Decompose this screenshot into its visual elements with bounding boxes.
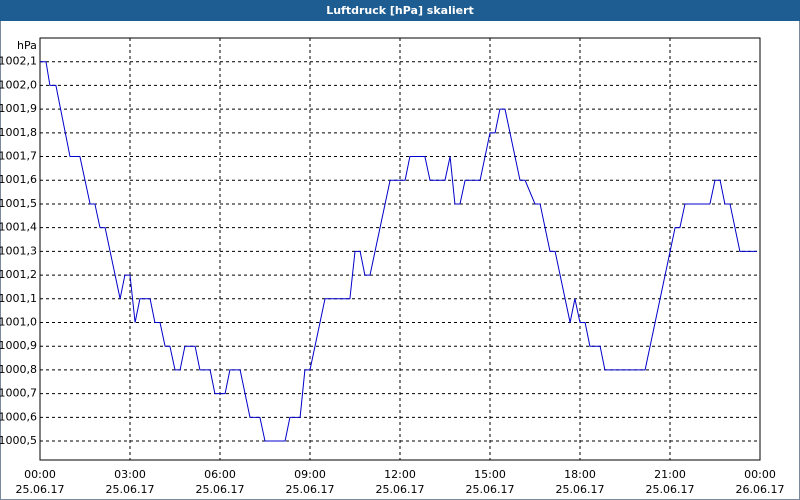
- x-tick-date: 25.06.17: [376, 483, 425, 496]
- x-tick-date: 25.06.17: [286, 483, 335, 496]
- x-tick-label: 15:00: [474, 468, 506, 481]
- data-line: [40, 61, 757, 442]
- x-tick-date: 25.06.17: [646, 483, 695, 496]
- y-tick-label: 1002,1: [0, 55, 37, 68]
- y-tick-label: 1000,8: [0, 363, 37, 376]
- x-tick-date: 25.06.17: [466, 483, 515, 496]
- y-tick-label: 1001,5: [0, 197, 37, 210]
- y-tick-label: 1001,1: [0, 292, 37, 305]
- x-tick-date: 25.06.17: [556, 483, 605, 496]
- y-tick-label: 1001,4: [0, 221, 37, 234]
- chart-title: Luftdruck [hPa] skaliert: [326, 4, 474, 17]
- x-tick-date: 25.06.17: [106, 483, 155, 496]
- x-tick-label: 06:00: [204, 468, 236, 481]
- x-tick-date: 25.06.17: [16, 483, 65, 496]
- y-tick-label: 1001,8: [0, 126, 37, 139]
- x-tick-label: 00:00: [744, 468, 776, 481]
- y-tick-label: 1001,3: [0, 244, 37, 257]
- x-tick-label: 03:00: [114, 468, 146, 481]
- x-tick-label: 12:00: [384, 468, 416, 481]
- y-tick-label: 1000,9: [0, 339, 37, 352]
- y-axis-label: hPa: [17, 39, 37, 52]
- y-tick-label: 1000,5: [0, 434, 37, 447]
- x-tick-date: 26.06.17: [736, 483, 785, 496]
- x-tick-label: 09:00: [294, 468, 326, 481]
- y-tick-label: 1001,7: [0, 150, 37, 163]
- y-tick-label: 1001,2: [0, 268, 37, 281]
- x-tick-date: 25.06.17: [196, 483, 245, 496]
- title-bar: [0, 0, 800, 21]
- y-tick-label: 1001,0: [0, 315, 37, 328]
- x-tick-label: 21:00: [654, 468, 686, 481]
- y-tick-label: 1001,6: [0, 173, 37, 186]
- y-tick-label: 1001,9: [0, 102, 37, 115]
- y-tick-label: 1000,6: [0, 410, 37, 423]
- y-tick-label: 1002,0: [0, 78, 37, 91]
- x-tick-label: 00:00: [24, 468, 56, 481]
- x-tick-label: 18:00: [564, 468, 596, 481]
- y-tick-label: 1000,7: [0, 387, 37, 400]
